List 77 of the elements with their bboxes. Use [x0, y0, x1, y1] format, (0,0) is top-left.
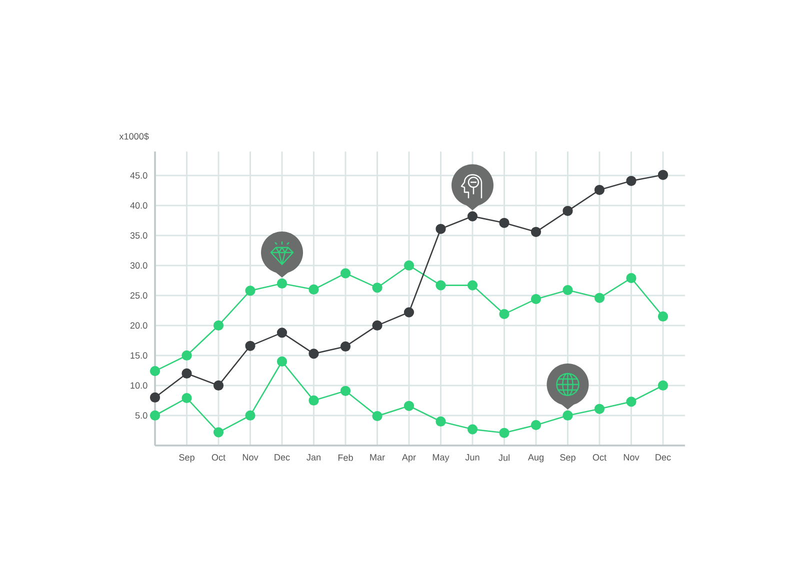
point [562, 206, 573, 216]
x-tick-label: Dec [656, 454, 671, 461]
point [436, 280, 446, 290]
point [499, 309, 510, 320]
point [658, 380, 668, 391]
point [245, 410, 256, 421]
point [530, 226, 542, 237]
point [213, 427, 224, 438]
point [276, 278, 288, 289]
point [404, 307, 414, 318]
point [626, 273, 636, 284]
point [213, 380, 224, 391]
x-tick-label: Aug [528, 454, 544, 462]
y-tick-label: 40.0 [130, 202, 148, 209]
point [530, 294, 542, 304]
point [658, 311, 668, 322]
point [340, 268, 351, 278]
point [213, 320, 224, 331]
y-tick-label: 30.0 [130, 262, 148, 269]
x-tick-label: Nov [624, 454, 640, 461]
point [626, 176, 636, 186]
y-tick-label: 25.0 [130, 292, 148, 299]
point [372, 411, 382, 422]
point [594, 184, 605, 195]
x-tick-label: Mar [370, 454, 385, 461]
point [308, 395, 319, 406]
point [658, 170, 668, 180]
point [276, 328, 288, 338]
point [594, 404, 605, 414]
y-tick-label: 20.0 [130, 322, 148, 329]
x-tick-label: Nov [242, 454, 258, 461]
x-tick-label: Apr [402, 454, 416, 462]
point [150, 366, 160, 376]
point [499, 218, 510, 228]
y-tick-label: 10.0 [130, 382, 148, 389]
point [467, 211, 478, 222]
x-tick-label: Oct [592, 454, 606, 461]
point [182, 350, 192, 361]
point [404, 400, 414, 411]
x-tick-label: Feb [338, 454, 353, 461]
x-tick-label: Oct [212, 454, 226, 461]
point [276, 356, 288, 367]
y-tick-label: 35.0 [130, 232, 148, 239]
point [308, 284, 319, 295]
point [150, 410, 160, 421]
point [530, 420, 542, 430]
point [372, 282, 382, 293]
point [562, 285, 573, 296]
x-tick-label: Sep [179, 454, 194, 462]
point [594, 292, 605, 303]
x-tick-label: May [432, 454, 450, 462]
point [626, 396, 636, 407]
x-tick-label: Dec [274, 454, 290, 461]
point [499, 428, 510, 438]
point [404, 260, 414, 271]
y-tick-label: 45.0 [130, 172, 148, 179]
y-tick-label: 15.0 [130, 352, 148, 359]
point [467, 280, 478, 290]
point [150, 392, 160, 403]
point [308, 348, 319, 359]
point [467, 424, 478, 434]
y-axis-title: x1000$ [119, 132, 149, 140]
x-tick-label: Sep [560, 454, 576, 462]
y-tick-label: 5.0 [135, 412, 148, 419]
point [245, 340, 256, 351]
x-tick-label: Jul [498, 454, 510, 461]
point [562, 410, 573, 421]
point [340, 341, 351, 352]
point [182, 393, 192, 404]
point [245, 286, 256, 296]
x-tick-label: Jun [465, 454, 480, 461]
point [340, 386, 351, 396]
x-tick-label: Jan [306, 454, 320, 461]
point [372, 320, 382, 331]
point [436, 416, 446, 427]
point [436, 224, 446, 234]
point [182, 368, 192, 379]
